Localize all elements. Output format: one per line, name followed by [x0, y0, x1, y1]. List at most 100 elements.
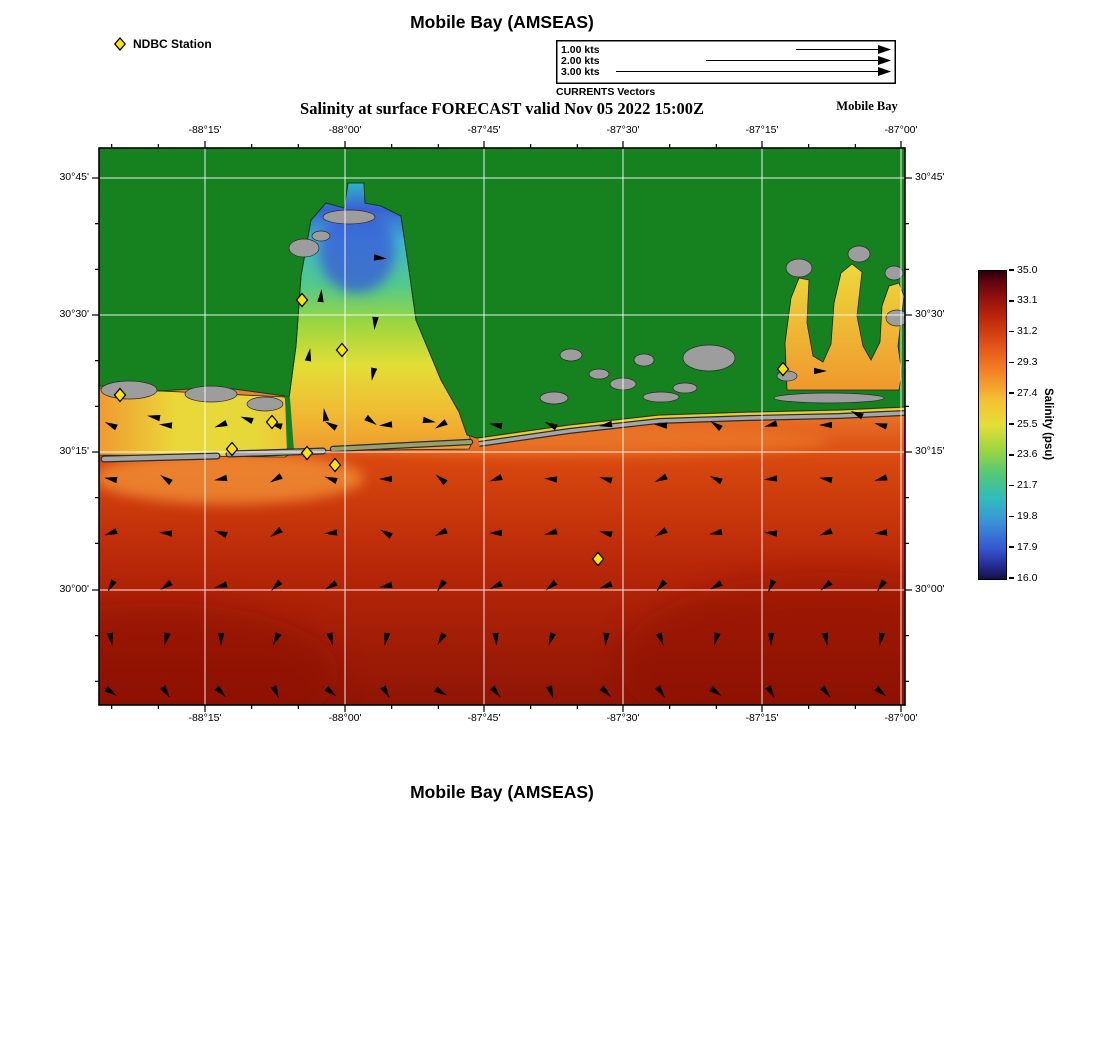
current-arrow [544, 528, 558, 535]
current-arrow [379, 475, 392, 483]
current-arrow [214, 685, 226, 697]
lon-tick-label-top: -87°45' [467, 124, 501, 136]
current-arrow [159, 530, 173, 537]
colorbar-tick-label: 17.9 [1017, 540, 1038, 553]
ndbc-station-marker [113, 387, 127, 403]
current-arrow [273, 632, 282, 646]
current-arrow [324, 421, 338, 431]
colorbar-tick-label: 35.0 [1017, 263, 1038, 276]
current-arrow [437, 632, 447, 646]
high-salinity-patch-se [619, 573, 905, 705]
current-arrow [107, 579, 117, 593]
barrier-spit [478, 411, 905, 446]
figure-title: Mobile Bay (AMSEAS) [410, 12, 594, 32]
currents-speed-label: 2.00 kts [561, 55, 600, 67]
lon-tick-label-bottom: -87°15' [745, 712, 779, 724]
current-arrow [599, 477, 613, 484]
current-arrow [709, 528, 723, 536]
current-arrow [380, 685, 390, 699]
lon-tick-label-bottom: -87°00' [884, 712, 918, 724]
ndbc-station-icon [113, 37, 127, 51]
current-arrow [159, 685, 171, 698]
colorbar-tick-mark [1009, 361, 1014, 364]
current-arrow [768, 579, 777, 593]
ndbc-station-marker [265, 414, 279, 430]
current-arrow [104, 527, 118, 536]
current-arrow [819, 685, 831, 698]
current-arrow [324, 476, 338, 485]
colorbar-tick-mark [1009, 484, 1014, 487]
colorbar-tick-mark [1009, 330, 1014, 333]
current-arrow [104, 422, 118, 431]
petit-bois-island [101, 453, 220, 462]
current-arrow [271, 579, 283, 591]
current-arrow [434, 527, 448, 536]
colorbar-tick-label: 19.8 [1017, 509, 1038, 522]
current-arrow [710, 420, 723, 432]
ndbc-legend: NDBC Station [113, 37, 212, 51]
current-arrow [599, 685, 611, 697]
current-arrow [159, 422, 173, 429]
current-arrow [654, 422, 668, 429]
lon-tick-label-top: -87°30' [606, 124, 640, 136]
lat-tick-label-right: 30°45' [915, 171, 945, 183]
lon-tick-label-bottom: -88°15' [188, 712, 222, 724]
current-arrow [434, 419, 448, 429]
current-arrow [373, 254, 387, 261]
colorbar-tick-label: 33.1 [1017, 294, 1038, 307]
current-arrow [656, 579, 668, 592]
current-arrow [819, 476, 833, 484]
current-arrow [489, 685, 501, 698]
salinity-map [92, 141, 912, 712]
current-arrow [765, 685, 775, 699]
fort-morgan-peninsula [331, 440, 472, 451]
colorbar [978, 270, 1007, 580]
current-arrow [372, 316, 379, 330]
lat-tick-label-left: 30°45' [59, 171, 89, 183]
currents-speed-label: 3.00 kts [561, 66, 600, 78]
current-arrow [214, 581, 228, 588]
current-arrow [489, 473, 503, 482]
current-arrow [214, 474, 228, 482]
current-arrow [379, 581, 393, 589]
colorbar-tick-mark [1009, 577, 1014, 579]
current-arrow [104, 476, 118, 484]
current-arrow [548, 632, 557, 646]
lon-tick-label-top: -87°00' [884, 124, 918, 136]
current-arrow [324, 580, 338, 590]
current-arrow [544, 476, 558, 483]
current-arrow [304, 348, 312, 362]
lat-tick-label-left: 30°00' [59, 583, 89, 595]
current-arrow [599, 580, 613, 589]
ndbc-station-marker [295, 292, 309, 308]
colorbar-tick-label: 27.4 [1017, 386, 1038, 399]
ndbc-station-marker [328, 457, 342, 473]
vector-arrowhead-icon [878, 56, 891, 65]
current-arrow [654, 685, 666, 698]
current-arrow [599, 531, 613, 538]
lon-tick-label-bottom: -87°30' [606, 712, 640, 724]
current-arrow [819, 527, 833, 536]
colorbar-tick-mark [1009, 423, 1014, 425]
currents-speed-label: 1.00 kts [561, 44, 600, 56]
lat-tick-label-right: 30°30' [915, 308, 945, 320]
current-arrow [104, 685, 117, 697]
colorbar-tick-mark [1009, 269, 1014, 271]
forecast-subtitle: Salinity at surface FORECAST valid Nov 0… [300, 99, 704, 118]
current-arrow [764, 530, 778, 537]
current-arrow [106, 632, 114, 646]
current-arrow [874, 685, 887, 697]
colorbar-tick-label: 16.0 [1017, 571, 1038, 584]
current-arrow [214, 419, 228, 428]
marsh-and-islands [100, 209, 905, 412]
current-arrow [878, 632, 886, 646]
lat-tick-label-left: 30°30' [59, 308, 89, 320]
current-arrow [270, 526, 283, 538]
ndbc-station-marker [300, 445, 314, 461]
current-arrow [819, 421, 832, 429]
colorbar-tick-mark [1009, 546, 1014, 548]
current-arrow [326, 632, 333, 646]
current-arrow [317, 289, 324, 303]
